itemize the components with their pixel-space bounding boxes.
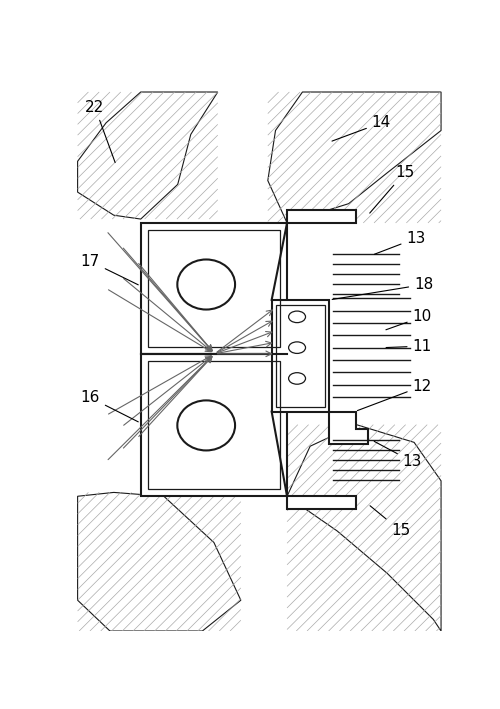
- Polygon shape: [141, 223, 287, 354]
- Polygon shape: [78, 493, 241, 631]
- Text: 17: 17: [80, 254, 138, 285]
- Text: 11: 11: [386, 339, 432, 354]
- Text: 10: 10: [386, 309, 432, 330]
- Polygon shape: [78, 92, 218, 219]
- Polygon shape: [287, 210, 356, 223]
- Text: 15: 15: [370, 506, 410, 538]
- Polygon shape: [287, 496, 356, 509]
- Polygon shape: [287, 425, 441, 631]
- Text: 15: 15: [370, 165, 414, 213]
- Text: 22: 22: [86, 100, 115, 162]
- Text: 13: 13: [374, 442, 422, 469]
- Polygon shape: [330, 411, 368, 444]
- Text: 14: 14: [332, 116, 391, 141]
- Polygon shape: [272, 300, 330, 411]
- Text: 12: 12: [358, 379, 432, 411]
- Polygon shape: [268, 92, 441, 223]
- Text: 18: 18: [332, 277, 434, 299]
- Text: 13: 13: [374, 231, 426, 255]
- Polygon shape: [141, 354, 287, 496]
- Text: 16: 16: [80, 390, 138, 422]
